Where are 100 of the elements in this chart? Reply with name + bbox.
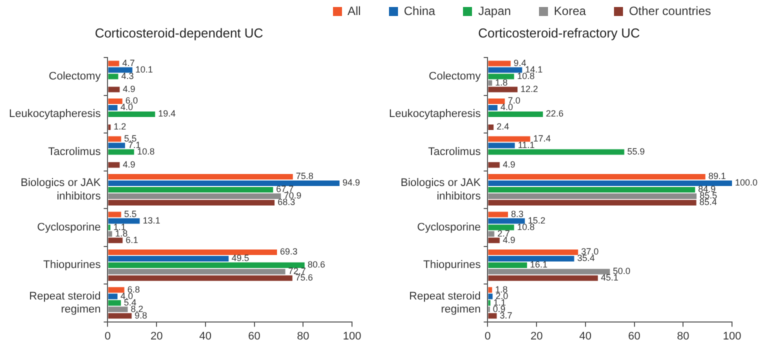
bar [488, 142, 515, 148]
bar [108, 275, 292, 281]
bar [108, 313, 132, 319]
x-tick-label: 40 [199, 330, 212, 342]
bar [108, 212, 122, 218]
bar [108, 218, 140, 224]
bar [488, 67, 522, 73]
y-tick-label: Colectomy [48, 70, 102, 83]
legend-label: All [346, 4, 361, 18]
bar [108, 111, 156, 117]
data-label: 5.5 [124, 133, 137, 144]
bar [488, 162, 500, 168]
bar [488, 224, 514, 230]
data-label: 94.9 [342, 178, 360, 188]
bar [488, 200, 696, 206]
bar [108, 98, 122, 104]
bar [108, 74, 118, 80]
x-tick-label: 20 [530, 330, 543, 342]
data-label: 89.1 [708, 171, 726, 182]
bar [108, 136, 122, 142]
y-tick-label: Repeat steroid regimen [29, 290, 101, 316]
bar [108, 231, 112, 237]
legend-label: Other countries [628, 4, 711, 18]
bar [488, 249, 578, 255]
data-label: 19.4 [158, 108, 176, 119]
bar [108, 249, 278, 255]
bar [488, 74, 514, 80]
bar [488, 313, 497, 319]
bar [108, 124, 111, 130]
y-tick-label: Colectomy [428, 70, 482, 83]
x-tick-label: 0 [484, 330, 491, 342]
bar [488, 111, 543, 117]
data-label: 6.1 [126, 234, 138, 245]
data-label: 4.9 [122, 159, 136, 170]
bar [488, 186, 696, 192]
bar [488, 294, 493, 300]
legend-label: Korea [552, 4, 586, 18]
bar [108, 256, 229, 262]
bar [108, 142, 126, 148]
bar [488, 238, 500, 244]
chart-title: Corticosteroid-refractory UC [478, 25, 640, 40]
x-tick-label: 60 [248, 330, 260, 342]
data-label: 13.1 [142, 215, 160, 226]
bar [108, 268, 286, 274]
data-label: 49.5 [232, 253, 250, 264]
bar [108, 200, 275, 206]
y-tick-label: Thiopurines [423, 259, 482, 272]
bar [108, 149, 134, 155]
bar [108, 193, 281, 199]
bar [108, 238, 123, 244]
data-label: 75.8 [296, 171, 314, 182]
data-label: 55.9 [627, 146, 645, 156]
bar [488, 212, 508, 218]
bar [488, 136, 530, 142]
bar [108, 86, 120, 92]
y-tick-label: Tacrolimus [48, 146, 102, 158]
bar [488, 256, 574, 262]
data-label: 75.6 [295, 272, 313, 283]
y-tick-label: Leukocytapheresis [388, 108, 482, 120]
bar [108, 186, 274, 192]
x-tick-label: 0 [104, 330, 111, 342]
y-tick-label: Biologics or JAK inhibitors [20, 177, 102, 202]
x-tick-label: 80 [677, 330, 690, 342]
bar [488, 149, 624, 155]
bar [488, 104, 498, 110]
data-label: 1.2 [114, 122, 126, 132]
data-label: 6.8 [127, 284, 140, 294]
data-label: 4.7 [122, 58, 135, 68]
bar [488, 193, 697, 199]
bar [108, 104, 118, 110]
y-tick-label: Leukocytapheresis [8, 108, 102, 120]
bar [488, 268, 610, 274]
bar [488, 124, 494, 130]
data-label: 1.8 [495, 77, 508, 88]
x-tick-label: 20 [150, 330, 163, 342]
y-tick-label: Cyclosporine [37, 221, 101, 234]
data-label: 68.3 [278, 197, 296, 208]
bar [488, 80, 492, 86]
data-label: 9.4 [514, 58, 526, 68]
data-label: 4.0 [120, 102, 134, 112]
data-label: 2.4 [496, 122, 510, 132]
bar [488, 275, 598, 281]
bar [108, 262, 305, 268]
x-tick-label: 80 [297, 330, 310, 342]
data-label: 12.2 [520, 84, 538, 94]
data-label: 8.3 [510, 208, 524, 219]
bar [488, 231, 494, 237]
bar [488, 174, 706, 180]
data-label: 4.0 [500, 102, 514, 112]
data-label: 11.1 [518, 140, 535, 150]
chart-title: Corticosteroid-dependent UC [94, 25, 264, 40]
data-label: 45.1 [600, 272, 618, 283]
data-label: 17.4 [533, 133, 551, 144]
bar [108, 162, 120, 168]
bar [488, 287, 492, 293]
data-label: 100.0 [735, 178, 758, 188]
bar [108, 67, 132, 73]
bar [108, 60, 120, 66]
legend-label: China [402, 4, 436, 18]
data-label: 69.3 [280, 246, 298, 257]
